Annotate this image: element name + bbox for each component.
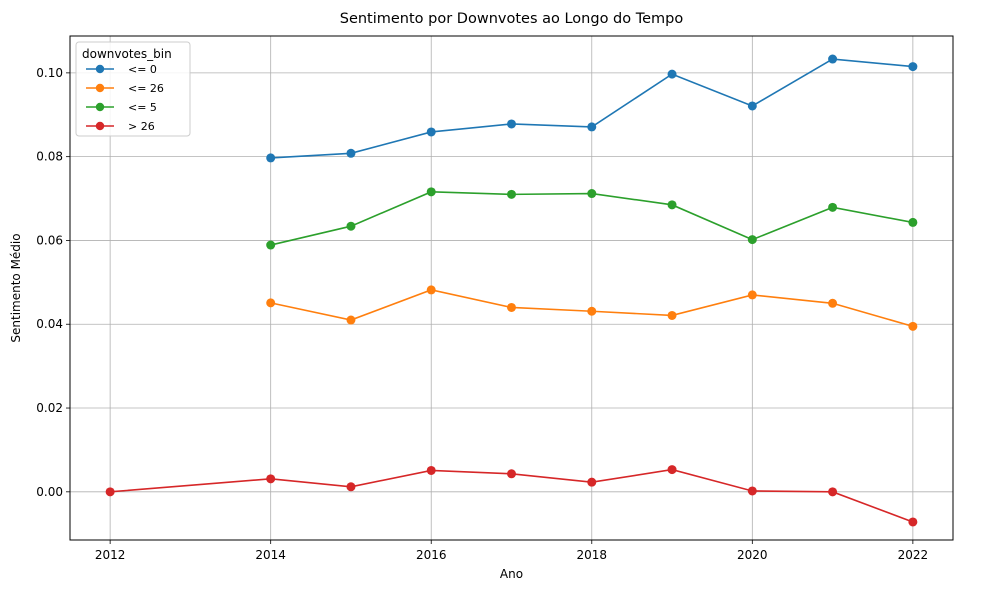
y-tick-label: 0.04 [36,317,63,331]
y-tick-label: 0.10 [36,66,63,80]
data-point [747,235,757,245]
data-point [587,306,597,316]
data-point [266,240,276,250]
data-point [747,290,757,300]
chart-title: Sentimento por Downvotes ao Longo do Tem… [340,11,684,27]
x-axis-label: Ano [500,567,523,581]
legend-marker [95,64,105,74]
data-point [908,321,918,331]
data-point [105,487,115,497]
series-4 [105,465,918,527]
data-point [266,298,276,308]
y-tick-label: 0.08 [36,150,63,164]
legend-box [75,41,191,137]
data-point [507,469,516,479]
data-point [828,54,838,64]
data-point [346,148,356,158]
data-point [266,153,276,163]
data-point [346,221,356,231]
data-point [667,465,677,475]
series-3 [266,187,918,250]
legend-label: <= 5 [128,101,157,114]
data-point [667,200,677,210]
y-axis-ticks: 0.00 0.02 0.04 0.06 0.08 0.10 [36,66,70,499]
data-point [747,486,757,496]
data-point [667,69,677,79]
y-tick-label: 0.06 [36,233,63,247]
data-point [426,127,436,137]
x-tick-label: 2022 [898,548,929,562]
legend-item: <= 0 [86,63,157,76]
legend-marker [95,121,105,131]
data-point [587,189,597,199]
data-point [828,202,838,212]
data-point [908,517,918,527]
legend-marker [95,83,105,93]
data-point [587,122,597,132]
y-tick-label: 0.00 [36,485,63,499]
data-point [667,310,677,320]
series-layer [105,54,918,527]
legend-marker [95,102,105,112]
legend-label: <= 0 [128,63,157,76]
data-point [587,477,597,487]
legend-item: > 26 [86,120,155,133]
legend-title: downvotes_bin [82,47,172,61]
series-1 [266,54,918,163]
data-point [908,62,918,72]
data-point [426,465,436,475]
x-tick-label: 2016 [416,548,447,562]
data-point [828,487,838,497]
legend-label: > 26 [128,120,155,133]
series-line [110,468,914,523]
legend: downvotes_bin <= 0 <= 26 <= 5 > 26 [75,41,191,137]
data-point [828,298,838,308]
y-axis-label: Sentimento Médio [9,233,23,342]
data-point [426,285,436,295]
legend-items: <= 0 <= 26 <= 5 > 26 [86,63,164,133]
data-point [908,217,918,227]
data-point [426,187,436,197]
data-point [507,302,516,312]
data-point [507,119,516,129]
x-axis-ticks: 2012 2014 2016 2018 2020 2022 [95,540,928,562]
x-tick-label: 2018 [576,548,607,562]
legend-item: <= 26 [86,82,164,95]
x-tick-label: 2014 [255,548,286,562]
data-point [346,315,356,325]
data-point [346,482,356,492]
x-tick-label: 2020 [737,548,768,562]
legend-item: <= 5 [86,101,157,114]
data-point [507,189,516,199]
data-point [747,101,757,111]
plot-frame [69,35,954,541]
series-2 [266,285,918,331]
y-tick-label: 0.02 [36,401,63,415]
x-tick-label: 2012 [95,548,126,562]
grid-lines [70,36,953,540]
legend-label: <= 26 [128,82,164,95]
data-point [266,474,276,484]
